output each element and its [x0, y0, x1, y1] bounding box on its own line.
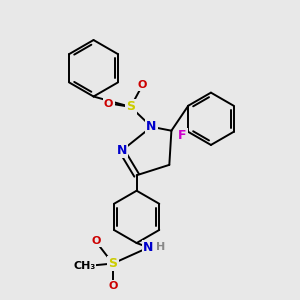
Text: N: N — [146, 120, 157, 133]
Text: N: N — [117, 144, 127, 157]
Text: N: N — [143, 241, 154, 254]
Text: O: O — [138, 80, 147, 90]
Text: O: O — [104, 99, 113, 109]
Text: O: O — [92, 236, 101, 246]
Text: F: F — [178, 129, 187, 142]
Text: S: S — [108, 257, 117, 270]
Text: S: S — [126, 100, 135, 113]
Text: CH₃: CH₃ — [74, 261, 96, 271]
Text: H: H — [156, 242, 166, 253]
FancyBboxPatch shape — [73, 261, 96, 272]
Text: O: O — [108, 281, 118, 291]
